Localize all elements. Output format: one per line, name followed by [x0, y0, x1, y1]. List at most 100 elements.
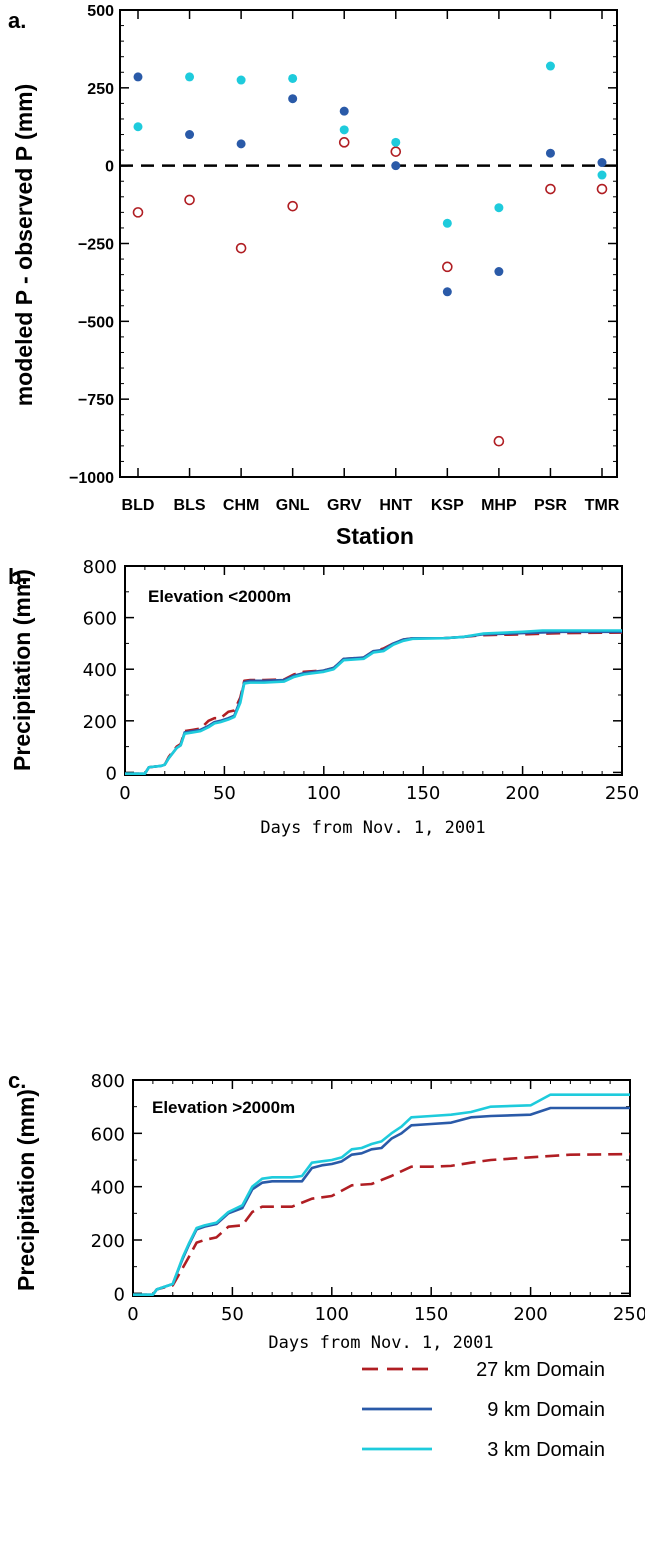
y-tick-label: −750	[78, 392, 114, 409]
legend-label: 3 km Domain	[487, 1439, 605, 1461]
data-point	[442, 218, 452, 228]
panel-c-frame	[132, 1079, 631, 1297]
data-point	[185, 130, 195, 140]
data-point	[545, 183, 556, 195]
panel-a: a. modeled P - observed P (mm) Station 5…	[8, 3, 620, 549]
data-point	[132, 207, 144, 218]
y-tick-label: −250	[78, 237, 114, 254]
panel-a-points	[132, 61, 608, 447]
data-point	[133, 122, 143, 132]
data-point	[597, 158, 607, 168]
data-point	[390, 146, 402, 157]
y-tick-label: 600	[83, 609, 117, 630]
x-tick-label: 100	[307, 783, 341, 804]
y-tick-label: 800	[91, 1071, 125, 1092]
x-tick-label: PSR	[534, 497, 567, 514]
y-tick-label: −1000	[69, 470, 114, 487]
panel-b-title: Elevation <2000m	[148, 587, 291, 606]
data-point	[235, 242, 247, 254]
legend-label: 27 km Domain	[476, 1359, 605, 1381]
panel-c-title: Elevation >2000m	[152, 1098, 295, 1117]
data-point	[494, 203, 504, 213]
panel-b-frame	[124, 565, 623, 776]
data-point	[597, 170, 607, 180]
y-tick-label: −500	[78, 314, 114, 331]
panel-b: b. Elevation <2000m Precipitation (mm) D…	[8, 557, 639, 838]
x-tick-label: HNT	[379, 497, 412, 514]
data-point	[545, 61, 555, 71]
series-line	[133, 1093, 630, 1296]
x-tick-label: 250	[613, 1304, 645, 1325]
x-tick-label: KSP	[431, 497, 464, 514]
panel-b-ylabel: Precipitation (mm)	[9, 569, 35, 771]
y-tick-label: 400	[83, 660, 117, 681]
data-point	[338, 137, 350, 148]
y-tick-label: 200	[83, 712, 117, 733]
data-point	[391, 137, 401, 147]
x-tick-label: TMR	[585, 497, 620, 514]
y-tick-label: 600	[91, 1124, 125, 1145]
y-tick-label: 250	[87, 81, 114, 98]
legend: 27 km Domain 9 km Domain 3 km Domain	[362, 1359, 605, 1461]
y-tick-label: 400	[91, 1178, 125, 1199]
data-point	[391, 161, 401, 171]
panel-b-lines	[125, 629, 623, 776]
series-line	[133, 1106, 630, 1296]
panel-c-ticks: 0 200 400 600 800 0 50 100 150 200 250	[91, 1071, 645, 1325]
x-tick-label: 100	[315, 1304, 349, 1325]
panel-b-ticks: 0 200 400 600 800 0 50 100 150 200 250	[83, 557, 640, 804]
x-tick-label: 150	[406, 783, 440, 804]
y-tick-label: 0	[106, 763, 117, 784]
x-tick-label: BLS	[174, 497, 206, 514]
panel-a-ylabel: modeled P - observed P (mm)	[11, 84, 37, 407]
panel-a-xticks: BLD BLS CHM GNL GRV HNT KSP MHP PSR TMR	[122, 10, 620, 514]
x-tick-label: 150	[414, 1304, 448, 1325]
x-tick-label: 200	[505, 783, 539, 804]
x-tick-label: GRV	[327, 497, 362, 514]
panel-c-ylabel: Precipitation (mm)	[13, 1089, 39, 1291]
y-tick-label: 800	[83, 557, 117, 578]
series-line	[125, 629, 622, 776]
data-point	[236, 75, 246, 85]
data-point	[287, 200, 298, 212]
x-tick-label: 250	[605, 783, 639, 804]
x-tick-label: MHP	[481, 497, 517, 514]
data-point	[236, 139, 246, 149]
y-tick-label: 0	[105, 159, 114, 176]
series-line	[133, 1152, 631, 1296]
data-point	[339, 106, 349, 116]
x-tick-label: 50	[213, 783, 236, 804]
data-point	[133, 72, 143, 82]
panel-c-label: c.	[8, 1068, 26, 1093]
x-tick-label: 0	[127, 1304, 138, 1325]
data-point	[545, 148, 555, 158]
data-point	[288, 94, 298, 104]
panel-a-xlabel: Station	[336, 523, 414, 549]
panel-a-yticks: 500 250 0 −250 −500 −750 −1000	[69, 3, 617, 487]
x-tick-label: GNL	[276, 497, 310, 514]
data-point	[339, 125, 349, 135]
data-point	[442, 261, 453, 273]
x-tick-label: BLD	[122, 497, 155, 514]
panel-c: c. Elevation >2000m Precipitation (mm) D…	[8, 1068, 645, 1461]
x-tick-label: 200	[513, 1304, 547, 1325]
data-point	[494, 267, 504, 277]
panel-c-xlabel: Days from Nov. 1, 2001	[268, 1333, 493, 1353]
panel-a-label: a.	[8, 8, 26, 33]
x-tick-label: CHM	[223, 497, 259, 514]
y-tick-label: 0	[114, 1284, 125, 1305]
data-point	[493, 435, 505, 447]
data-point	[185, 72, 195, 82]
data-point	[184, 194, 195, 206]
panel-a-frame	[119, 9, 618, 478]
panel-c-lines	[133, 1093, 631, 1296]
y-tick-label: 500	[87, 3, 114, 20]
panel-b-label: b.	[8, 564, 28, 589]
data-point	[288, 73, 298, 83]
panel-b-xlabel: Days from Nov. 1, 2001	[260, 818, 485, 838]
x-tick-label: 50	[221, 1304, 244, 1325]
legend-label: 9 km Domain	[487, 1399, 605, 1421]
y-tick-label: 200	[91, 1231, 125, 1252]
data-point	[596, 183, 608, 195]
